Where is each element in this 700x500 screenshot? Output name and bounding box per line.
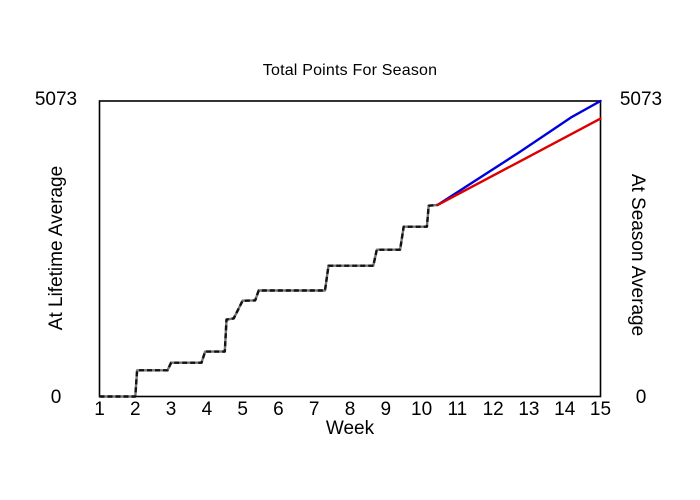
x-tick-label: 12: [483, 399, 504, 420]
x-tick-label: 14: [554, 399, 576, 420]
x-tick-label: 4: [202, 399, 213, 420]
left-axis-max-label: 5073: [34, 89, 78, 110]
right-axis-min-label: 0: [635, 387, 647, 408]
x-tick-label: 7: [309, 399, 320, 420]
x-tick-label: 10: [411, 399, 432, 420]
series-actual-total-points: [99, 203, 438, 398]
x-tick-label: 5: [237, 399, 248, 420]
series-actual-total-points-under: [99, 203, 438, 398]
x-axis-title: Week: [325, 418, 375, 439]
x-tick-label: 8: [345, 399, 356, 420]
chart-title: Total Points For Season: [262, 62, 438, 79]
x-tick-label: 2: [130, 399, 141, 420]
x-tick-label: 1: [94, 399, 105, 420]
x-tick-label: 6: [273, 399, 284, 420]
series-projection-at-lifetime-average: [436, 99, 602, 207]
x-tick-label: 9: [380, 399, 391, 420]
left-axis-min-label: 0: [50, 387, 62, 408]
series-projection-at-season-average: [436, 117, 602, 207]
x-tick-label: 3: [166, 399, 177, 420]
x-tick-label: 15: [590, 399, 611, 420]
x-tick-label: 13: [518, 399, 539, 420]
x-tick-label: 11: [447, 399, 467, 420]
right-axis-max-label: 5073: [619, 89, 663, 110]
plot-border: [98, 100, 602, 398]
